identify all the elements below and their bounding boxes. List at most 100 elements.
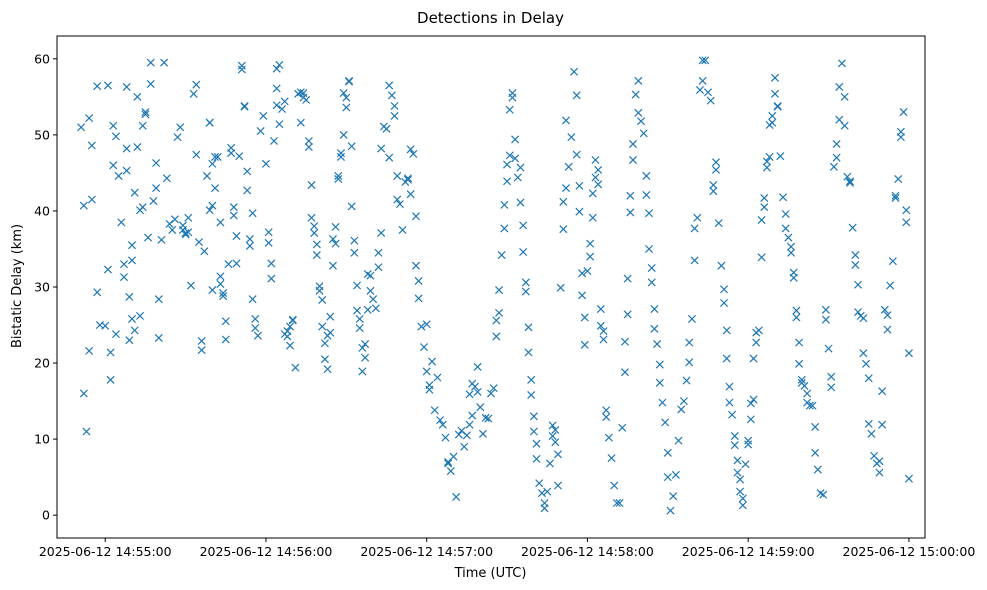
data-point-marker (888, 257, 897, 266)
data-point-marker (417, 322, 426, 331)
data-point-marker (864, 419, 873, 428)
data-point-marker (594, 165, 603, 174)
data-point-marker (326, 328, 335, 337)
data-point-marker (476, 403, 485, 412)
data-point-marker (591, 155, 600, 165)
data-point-marker (690, 224, 699, 233)
data-point-marker (527, 390, 536, 400)
data-point-marker (537, 489, 546, 498)
data-point-marker (261, 159, 270, 168)
data-point-marker (620, 368, 629, 377)
data-point-marker (650, 324, 659, 333)
data-point-marker (425, 381, 434, 390)
data-point-marker (395, 200, 404, 209)
data-point-marker (414, 276, 423, 285)
y-axis-label: Bistatic Delay (km) (10, 224, 25, 348)
data-point-marker (197, 336, 206, 346)
data-point-marker (628, 155, 638, 165)
data-point-marker (650, 305, 659, 314)
data-point-marker (685, 358, 694, 367)
data-point-marker (342, 103, 351, 112)
data-point-marker (886, 281, 895, 290)
y-tick-label: 60 (34, 51, 50, 66)
data-point-marker (205, 118, 214, 127)
data-point-marker (588, 213, 597, 222)
data-point-marker (631, 90, 640, 99)
data-point-marker (596, 321, 605, 330)
chart-title: Detections in Delay (417, 9, 564, 27)
data-point-marker (787, 242, 796, 251)
data-point-marker (733, 468, 742, 477)
data-point-marker (398, 225, 407, 234)
data-point-marker (618, 423, 627, 432)
data-point-marker (420, 343, 429, 352)
data-point-marker (894, 174, 903, 184)
data-point-marker (556, 283, 565, 292)
data-point-marker (342, 93, 351, 102)
data-point-marker (851, 251, 860, 260)
data-point-marker (176, 123, 185, 132)
data-point-marker (867, 429, 876, 438)
data-point-marker (186, 281, 195, 290)
y-tick-label: 30 (34, 280, 50, 295)
data-point-marker (768, 118, 777, 127)
data-point-marker (216, 218, 225, 227)
data-point-marker (540, 504, 549, 513)
data-point-marker (805, 401, 814, 410)
data-point-marker (106, 348, 115, 357)
data-point-marker (192, 150, 201, 159)
data-point-marker (738, 494, 747, 503)
data-point-marker (152, 158, 161, 168)
data-point-marker (286, 322, 295, 331)
data-point-marker (286, 341, 295, 350)
data-point-marker (492, 316, 501, 325)
data-point-marker (248, 209, 257, 218)
data-point-marker (328, 261, 337, 270)
data-point-marker (347, 142, 356, 151)
data-point-marker (122, 166, 131, 175)
data-point-marker (904, 474, 913, 483)
data-point-marker (149, 197, 158, 206)
data-point-marker (663, 473, 672, 482)
data-point-marker (730, 441, 739, 450)
data-point-marker (655, 378, 664, 387)
data-point-marker (208, 201, 217, 210)
data-point-marker (216, 279, 225, 288)
data-point-marker (441, 433, 450, 442)
data-point-marker (304, 136, 313, 145)
data-point-marker (666, 506, 675, 515)
data-point-marker (232, 259, 241, 268)
data-point-marker (403, 175, 412, 184)
data-point-marker (647, 278, 656, 287)
data-point-marker (503, 177, 512, 186)
data-point-marker (840, 92, 849, 101)
data-point-marker (93, 288, 102, 297)
data-point-marker (500, 224, 509, 233)
data-point-marker (495, 286, 504, 295)
marker-layer (77, 56, 913, 515)
data-point-marker (213, 152, 222, 161)
data-point-marker (653, 340, 662, 349)
data-point-marker (133, 143, 142, 152)
data-point-marker (878, 387, 887, 396)
data-point-marker (722, 354, 731, 363)
data-point-marker (604, 433, 613, 442)
data-point-marker (561, 116, 571, 125)
data-point-marker (411, 261, 421, 270)
data-point-marker (109, 121, 118, 130)
data-point-marker (114, 171, 123, 180)
data-point-marker (599, 327, 608, 336)
data-point-marker (661, 418, 670, 427)
data-point-marker (87, 141, 96, 150)
data-point-marker (586, 239, 595, 248)
data-point-marker (240, 102, 249, 111)
data-point-marker (138, 203, 147, 212)
x-axis-label: Time (UTC) (454, 566, 527, 581)
data-point-marker (229, 203, 238, 212)
data-point-marker (267, 259, 276, 268)
data-point-marker (728, 410, 737, 419)
data-point-marker (637, 117, 646, 126)
data-point-marker (484, 414, 493, 423)
data-point-marker (497, 251, 506, 260)
data-point-marker (859, 314, 868, 323)
